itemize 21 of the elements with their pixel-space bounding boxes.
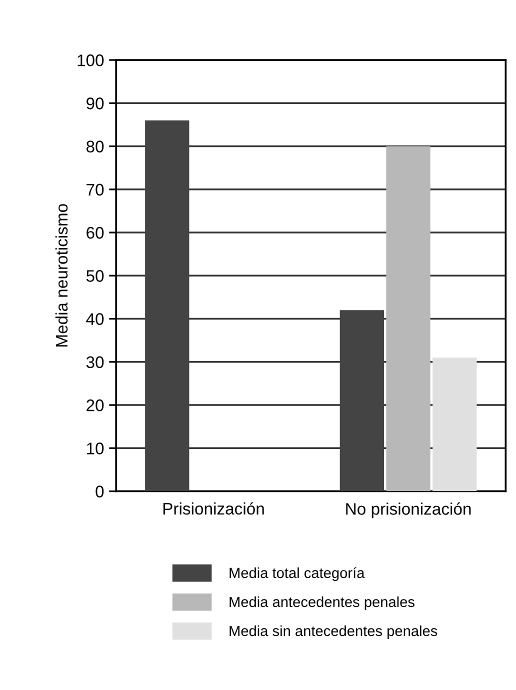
legend-label: Media total categoría bbox=[230, 567, 365, 581]
bar bbox=[432, 358, 477, 492]
bar bbox=[340, 310, 384, 492]
x-tick-label: No prisionización bbox=[346, 502, 471, 518]
y-tick-label: 70 bbox=[86, 184, 104, 196]
y-tick-label: 20 bbox=[86, 399, 104, 412]
bar bbox=[386, 146, 430, 492]
y-tick-label: 60 bbox=[86, 226, 104, 239]
legend-label: Media sin antecedentes penales bbox=[230, 625, 438, 640]
bar bbox=[145, 120, 190, 492]
y-tick-label: 30 bbox=[86, 356, 104, 368]
y-tick-label: 90 bbox=[86, 98, 104, 110]
y-tick-label: 80 bbox=[86, 140, 104, 152]
y-tick-label: 100 bbox=[78, 54, 104, 66]
x-tick-label: Prisionización bbox=[163, 502, 264, 515]
y-tick-label: 0 bbox=[96, 486, 104, 498]
y-tick-label: 10 bbox=[87, 442, 104, 454]
legend-label: Media antecedentes penales bbox=[230, 596, 414, 610]
y-axis-title: Media neuroticismo bbox=[55, 204, 68, 347]
y-tick-label: 50 bbox=[86, 270, 104, 282]
y-tick-label: 40 bbox=[86, 313, 104, 325]
